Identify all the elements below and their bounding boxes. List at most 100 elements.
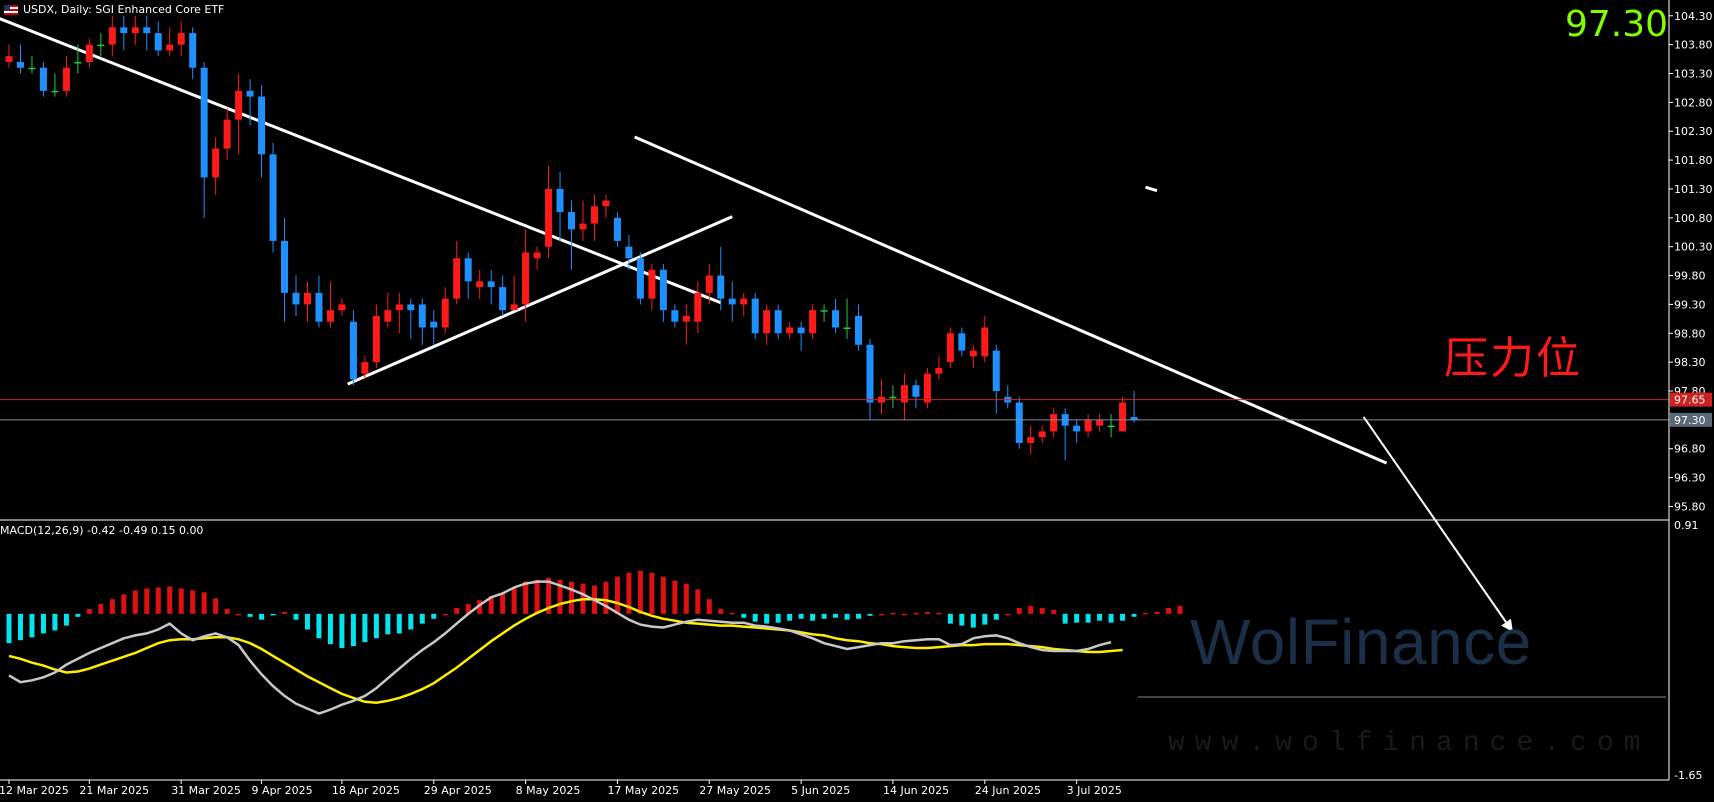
candle-body	[705, 275, 713, 293]
candle-body	[1119, 402, 1127, 432]
price-tick-label: 99.80	[1674, 270, 1706, 283]
macd-histogram-bar	[970, 613, 976, 628]
macd-tick-label: -1.65	[1674, 769, 1702, 782]
candle-body	[671, 310, 679, 322]
price-tick-label: 96.30	[1674, 472, 1706, 485]
candle-body	[832, 310, 840, 328]
macd-histogram-bar	[787, 613, 793, 621]
macd-histogram-bar	[465, 604, 471, 614]
macd-histogram-bar	[408, 613, 414, 630]
price-label-bg	[1670, 412, 1712, 427]
price-tick-label: 100.30	[1674, 241, 1713, 254]
macd-histogram-bar	[982, 613, 988, 625]
candle-body	[912, 385, 920, 397]
macd-histogram-bar	[293, 613, 299, 620]
candle-body	[774, 310, 782, 334]
candle-body	[1130, 416, 1138, 420]
macd-histogram-bar	[63, 613, 69, 626]
candle-body	[579, 223, 587, 230]
macd-histogram-bar	[523, 581, 529, 614]
macd-histogram-bar	[224, 608, 230, 614]
macd-histogram-bar	[373, 613, 379, 639]
watermark-url: www.wolfinance.com	[1168, 728, 1651, 759]
candle-body	[717, 275, 725, 299]
candle-body	[797, 327, 805, 334]
candle-body	[1050, 414, 1058, 432]
macd-histogram-bar	[1177, 606, 1183, 614]
candle-body	[74, 61, 82, 64]
macd-header: MACD(12,26,9) -0.42 -0.49 0.15 0.00	[0, 524, 204, 537]
candle-body	[499, 287, 507, 311]
candle-body	[1027, 437, 1035, 443]
macd-histogram-bar	[626, 572, 632, 614]
macd-histogram-bar	[718, 608, 724, 614]
arrow-head	[1501, 618, 1513, 632]
time-tick-label: 27 May 2025	[699, 784, 771, 797]
candle-body	[97, 44, 105, 47]
macd-histogram-bar	[201, 592, 207, 614]
time-tick-label: 12 Mar 2025	[0, 784, 69, 797]
macd-histogram-bar	[500, 593, 506, 614]
macd-histogram-bar	[614, 576, 620, 614]
candle-body	[900, 385, 908, 403]
candle-body	[407, 304, 415, 311]
candle-body	[269, 154, 277, 241]
candle-body	[154, 33, 162, 51]
candle-body	[740, 298, 748, 305]
macd-histogram-bar	[270, 613, 276, 616]
horizontal-price-lines: 97.65 97.30	[0, 392, 1712, 427]
candle-body	[510, 304, 518, 311]
price-tick-label: 103.30	[1674, 68, 1713, 81]
candle-body	[648, 269, 656, 299]
macd-histogram-bar	[1028, 606, 1034, 614]
macd-histogram-bar	[546, 577, 552, 614]
price-tick-label: 102.30	[1674, 125, 1713, 138]
macd-histogram-bar	[350, 613, 356, 647]
macd-histogram-bar	[901, 613, 907, 616]
candle-body	[855, 315, 863, 345]
macd-histogram-bar	[603, 581, 609, 614]
price-tick-label: 96.80	[1674, 443, 1706, 456]
macd-histogram-bar	[672, 580, 678, 614]
price-tick-label: 100.80	[1674, 212, 1713, 225]
candle-body	[315, 292, 323, 322]
candle-body	[522, 252, 530, 305]
candle-body	[476, 281, 484, 288]
price-tick-label: 102.80	[1674, 96, 1713, 109]
candles	[5, 15, 1138, 461]
time-tick-label: 31 Mar 2025	[171, 784, 241, 797]
time-tick-label: 17 May 2025	[607, 784, 679, 797]
candle-body	[487, 281, 495, 288]
candle-body	[545, 188, 553, 247]
candle-body	[1096, 419, 1104, 426]
macd-histogram-bar	[190, 590, 196, 614]
macd-histogram-bar	[1074, 613, 1080, 623]
candle-body	[533, 252, 541, 259]
us-flag-icon	[4, 4, 18, 15]
price-tick-label: 101.30	[1674, 183, 1713, 196]
macd-histogram-bar	[775, 613, 781, 623]
candle-body	[958, 333, 966, 351]
candle-body	[728, 298, 736, 305]
candle-body	[1084, 419, 1092, 432]
macd-histogram-bar	[121, 594, 127, 614]
candle-body	[441, 298, 449, 328]
candle-body	[889, 396, 897, 399]
candle-body	[568, 212, 576, 230]
macd-histogram-bar	[890, 612, 896, 615]
candle-body	[969, 350, 977, 357]
macd-histogram-bar	[29, 613, 35, 638]
price-tick-label: 104.30	[1674, 10, 1713, 23]
macd-histogram-bar	[1131, 613, 1137, 617]
macd-histogram-bar	[1120, 613, 1126, 621]
macd-histogram-bar	[1005, 613, 1011, 616]
macd-histogram-bar	[798, 613, 804, 619]
time-tick-label: 3 Jul 2025	[1067, 784, 1122, 797]
macd-histogram-bar	[833, 613, 839, 618]
candle-body	[935, 367, 943, 374]
candle-body	[923, 373, 931, 403]
time-tick-label: 18 Apr 2025	[332, 784, 400, 797]
candle-body	[636, 258, 644, 299]
